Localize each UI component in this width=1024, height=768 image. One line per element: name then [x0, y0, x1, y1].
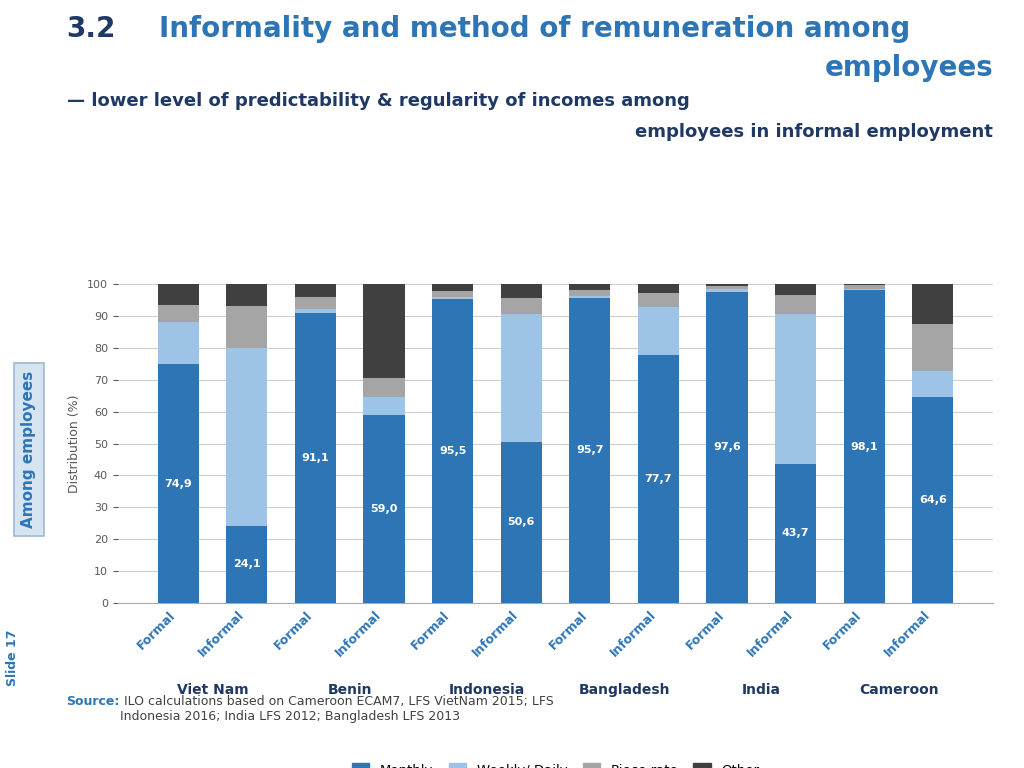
Bar: [226, 284, 267, 306]
Bar: [844, 284, 885, 286]
Bar: [226, 306, 267, 348]
Text: 98,1: 98,1: [851, 442, 879, 452]
Bar: [295, 313, 336, 603]
Text: 95,5: 95,5: [439, 445, 466, 455]
Text: — lower level of predictability & regularity of incomes among: — lower level of predictability & regula…: [67, 92, 689, 110]
Bar: [295, 296, 336, 310]
Bar: [707, 284, 748, 286]
Text: Slide 17: Slide 17: [6, 630, 18, 687]
Text: Cameroon: Cameroon: [859, 684, 938, 697]
Bar: [912, 397, 953, 603]
Bar: [158, 364, 199, 603]
Bar: [158, 305, 199, 323]
Bar: [569, 290, 610, 296]
Bar: [569, 298, 610, 603]
Text: employees in informal employment: employees in informal employment: [636, 123, 993, 141]
Bar: [912, 372, 953, 397]
Bar: [226, 348, 267, 526]
Text: 91,1: 91,1: [301, 452, 329, 462]
Bar: [569, 284, 610, 290]
Bar: [707, 292, 748, 603]
Text: Benin: Benin: [328, 684, 372, 697]
Bar: [775, 284, 816, 295]
Bar: [912, 323, 953, 372]
Bar: [364, 415, 404, 603]
Bar: [638, 356, 679, 603]
Text: 74,9: 74,9: [164, 478, 193, 488]
Bar: [775, 464, 816, 603]
Bar: [364, 284, 404, 378]
Text: 50,6: 50,6: [508, 517, 535, 528]
Text: Source:: Source:: [67, 695, 120, 708]
Bar: [638, 293, 679, 307]
Text: Viet Nam: Viet Nam: [176, 684, 248, 697]
Text: Indonesia: Indonesia: [449, 684, 525, 697]
Bar: [501, 442, 542, 603]
Bar: [158, 323, 199, 364]
Bar: [364, 378, 404, 397]
Bar: [295, 310, 336, 313]
Bar: [707, 290, 748, 292]
Text: employees: employees: [824, 54, 993, 81]
Bar: [158, 284, 199, 305]
Bar: [844, 290, 885, 603]
Text: India: India: [741, 684, 781, 697]
Bar: [775, 295, 816, 314]
Legend: Monthly, Weekly/ Daily, Piece rate, Other: Monthly, Weekly/ Daily, Piece rate, Othe…: [348, 760, 763, 768]
Bar: [638, 307, 679, 356]
Bar: [844, 286, 885, 289]
Bar: [226, 526, 267, 603]
Text: 59,0: 59,0: [371, 504, 397, 514]
Bar: [844, 289, 885, 290]
Text: 43,7: 43,7: [782, 528, 809, 538]
Bar: [501, 298, 542, 314]
Bar: [364, 397, 404, 415]
Bar: [432, 299, 473, 603]
Bar: [432, 284, 473, 290]
Text: ILO calculations based on Cameroon ECAM7, LFS VietNam 2015; LFS
Indonesia 2016; : ILO calculations based on Cameroon ECAM7…: [120, 695, 554, 723]
Bar: [295, 284, 336, 296]
Text: 95,7: 95,7: [577, 445, 603, 455]
Bar: [432, 290, 473, 297]
Text: 97,6: 97,6: [713, 442, 741, 452]
Text: 3.2: 3.2: [67, 15, 116, 43]
Bar: [912, 284, 953, 323]
Bar: [775, 314, 816, 464]
Bar: [569, 296, 610, 298]
Bar: [501, 284, 542, 298]
Text: 77,7: 77,7: [645, 474, 672, 484]
Bar: [501, 314, 542, 442]
Bar: [432, 297, 473, 299]
Text: 64,6: 64,6: [919, 495, 947, 505]
Text: Informality and method of remuneration among: Informality and method of remuneration a…: [159, 15, 910, 43]
Text: 24,1: 24,1: [232, 559, 260, 570]
Text: Bangladesh: Bangladesh: [579, 684, 670, 697]
Bar: [707, 286, 748, 290]
Text: Among employees: Among employees: [22, 371, 36, 528]
Bar: [638, 284, 679, 293]
Y-axis label: Distribution (%): Distribution (%): [69, 394, 82, 493]
